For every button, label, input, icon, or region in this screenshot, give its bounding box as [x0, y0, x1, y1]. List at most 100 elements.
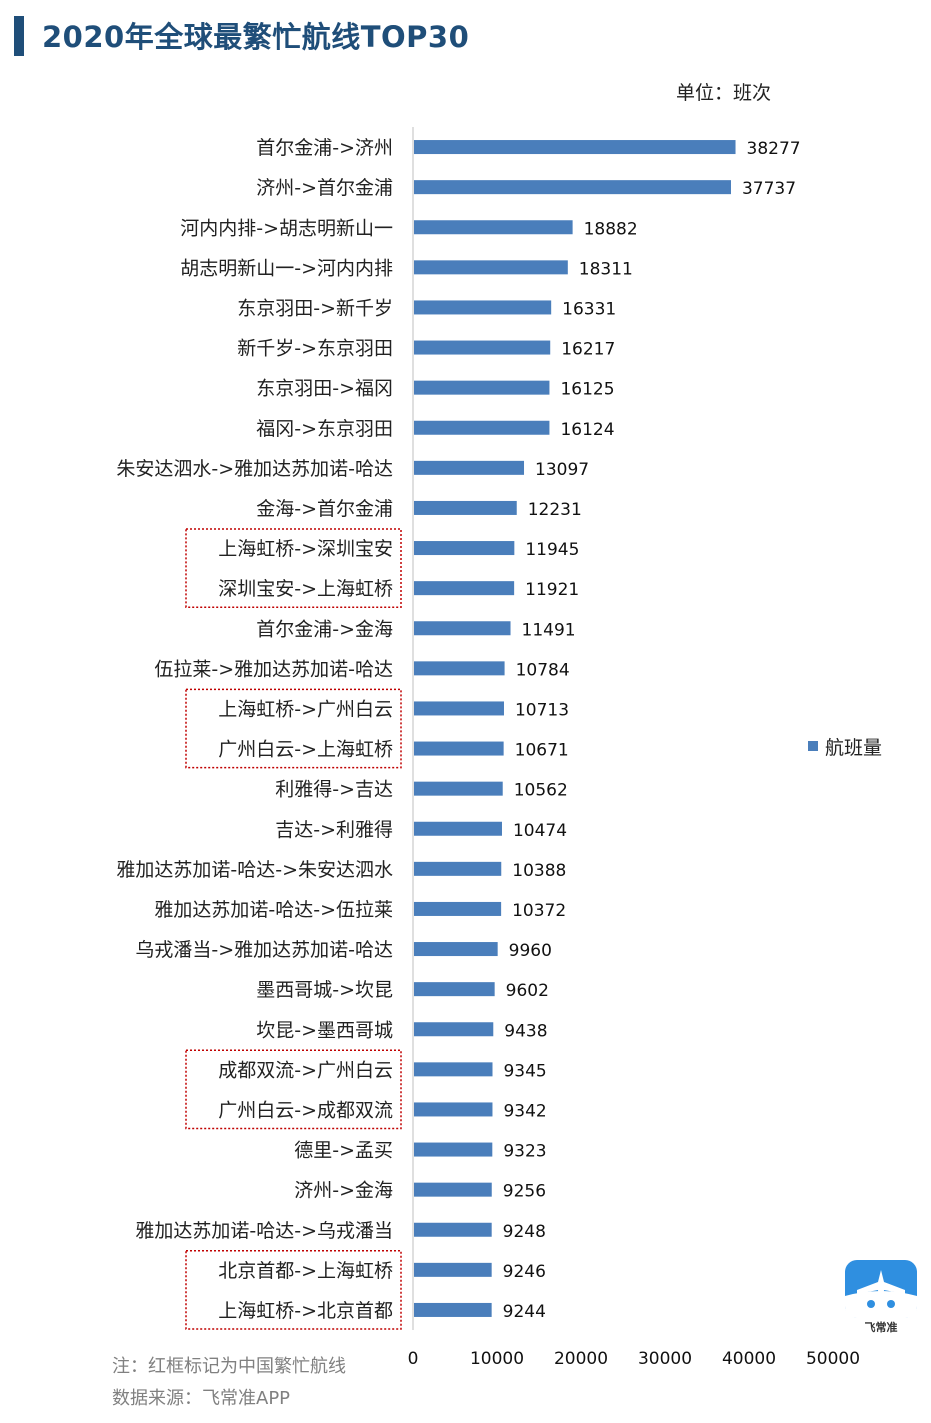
value-label: 9345	[503, 1061, 546, 1081]
value-label: 16217	[561, 340, 615, 360]
bar	[414, 1182, 492, 1197]
category-label: 东京羽田->新千岁	[237, 297, 393, 319]
bar	[414, 781, 503, 796]
value-label: 16124	[560, 420, 614, 440]
bar	[414, 541, 515, 556]
category-label: 胡志明新山一->河内内排	[180, 257, 393, 279]
category-label: 上海虹桥->深圳宝安	[218, 538, 393, 560]
bar	[414, 1302, 492, 1317]
value-label: 10713	[515, 700, 569, 720]
category-label: 深圳宝安->上海虹桥	[218, 578, 393, 600]
bar	[414, 821, 502, 836]
value-label: 9602	[506, 981, 549, 1001]
value-label: 9323	[503, 1142, 546, 1162]
bar	[414, 260, 568, 275]
value-label: 37737	[742, 179, 796, 199]
highlight-box	[185, 688, 402, 769]
bar	[414, 661, 505, 676]
category-label: 河内内排->胡志明新山一	[180, 217, 393, 239]
category-label: 金海->首尔金浦	[256, 498, 393, 520]
category-label: 广州白云->上海虹桥	[218, 739, 393, 761]
bar	[414, 420, 550, 435]
category-label: 福冈->东京羽田	[256, 418, 393, 440]
category-label: 乌戎潘当->雅加达苏加诺-哈达	[135, 939, 393, 961]
bar	[414, 340, 551, 355]
category-label: 东京羽田->福冈	[256, 378, 393, 400]
bar	[414, 741, 504, 756]
category-label: 伍拉莱->雅加达苏加诺-哈达	[154, 658, 393, 680]
value-label: 16125	[560, 380, 614, 400]
category-label: 德里->孟买	[294, 1140, 393, 1162]
value-label: 9960	[509, 941, 552, 961]
category-label: 首尔金浦->金海	[256, 618, 393, 640]
bar	[414, 380, 550, 395]
value-label: 10562	[514, 781, 568, 801]
value-label: 18311	[579, 259, 633, 279]
value-label: 12231	[528, 500, 582, 520]
highlight-box	[185, 1250, 402, 1330]
value-label: 10388	[512, 861, 566, 881]
bar	[414, 460, 525, 475]
bar	[414, 1022, 494, 1037]
value-label: 11921	[525, 580, 579, 600]
bar	[414, 140, 736, 155]
bar	[414, 1262, 492, 1277]
value-label: 10671	[515, 741, 569, 761]
x-tick-label: 20000	[554, 1349, 608, 1369]
category-label: 上海虹桥->北京首都	[218, 1300, 393, 1322]
value-label: 11491	[522, 620, 576, 640]
airplane-icon: 飞常准	[845, 1260, 917, 1334]
bar	[414, 1222, 492, 1237]
svg-text:飞常准: 飞常准	[865, 1320, 898, 1334]
category-label: 济州->首尔金浦	[256, 177, 393, 199]
category-label: 坎昆->墨西哥城	[256, 1019, 393, 1041]
bar	[414, 300, 552, 315]
value-label: 10474	[513, 821, 567, 841]
category-label: 广州白云->成都双流	[218, 1099, 393, 1121]
bar	[414, 861, 502, 876]
chart-title: 2020年全球最繁忙航线TOP30	[42, 20, 470, 54]
bar	[414, 180, 731, 195]
bar	[414, 701, 504, 716]
value-label: 9256	[503, 1182, 546, 1202]
bar	[414, 942, 498, 957]
category-label: 北京首都->上海虹桥	[218, 1260, 393, 1282]
value-label: 10372	[512, 901, 566, 921]
value-label: 10784	[516, 660, 570, 680]
data-source: 数据来源：飞常准APP	[112, 1388, 291, 1409]
bar	[414, 581, 515, 596]
x-tick-label: 40000	[722, 1349, 776, 1369]
category-label: 朱安达泗水->雅加达苏加诺-哈达	[116, 458, 393, 480]
category-label: 雅加达苏加诺-哈达->乌戎潘当	[135, 1220, 393, 1242]
category-label: 济州->金海	[294, 1180, 393, 1202]
value-label: 13097	[535, 460, 589, 480]
bar	[414, 1062, 493, 1077]
category-label: 上海虹桥->广州白云	[218, 698, 393, 720]
category-label: 新千岁->东京羽田	[237, 338, 393, 360]
x-tick-label: 10000	[470, 1349, 524, 1369]
bar	[414, 1142, 493, 1157]
highlight-box	[185, 1049, 402, 1130]
footnote: 注：红框标记为中国繁忙航线	[112, 1356, 346, 1377]
x-tick-label: 0	[408, 1349, 419, 1369]
value-label: 9246	[503, 1262, 546, 1282]
category-label: 墨西哥城->坎昆	[256, 979, 393, 1001]
title-accent-bar	[14, 16, 24, 56]
legend-swatch	[808, 741, 818, 751]
x-tick-label: 30000	[638, 1349, 692, 1369]
bar	[414, 982, 495, 997]
highlight-box	[185, 528, 402, 608]
category-label: 成都双流->广州白云	[218, 1059, 393, 1081]
category-label: 吉达->利雅得	[275, 819, 393, 841]
value-label: 9342	[503, 1101, 546, 1121]
category-label: 雅加达苏加诺-哈达->朱安达泗水	[116, 859, 393, 881]
app-logo: 飞常准	[845, 1260, 917, 1336]
bar	[414, 621, 511, 636]
value-label: 9438	[504, 1021, 547, 1041]
category-label: 雅加达苏加诺-哈达->伍拉莱	[154, 899, 393, 921]
bar	[414, 901, 502, 916]
value-label: 38277	[747, 139, 801, 159]
bar	[414, 220, 573, 235]
x-tick-label: 50000	[806, 1349, 860, 1369]
